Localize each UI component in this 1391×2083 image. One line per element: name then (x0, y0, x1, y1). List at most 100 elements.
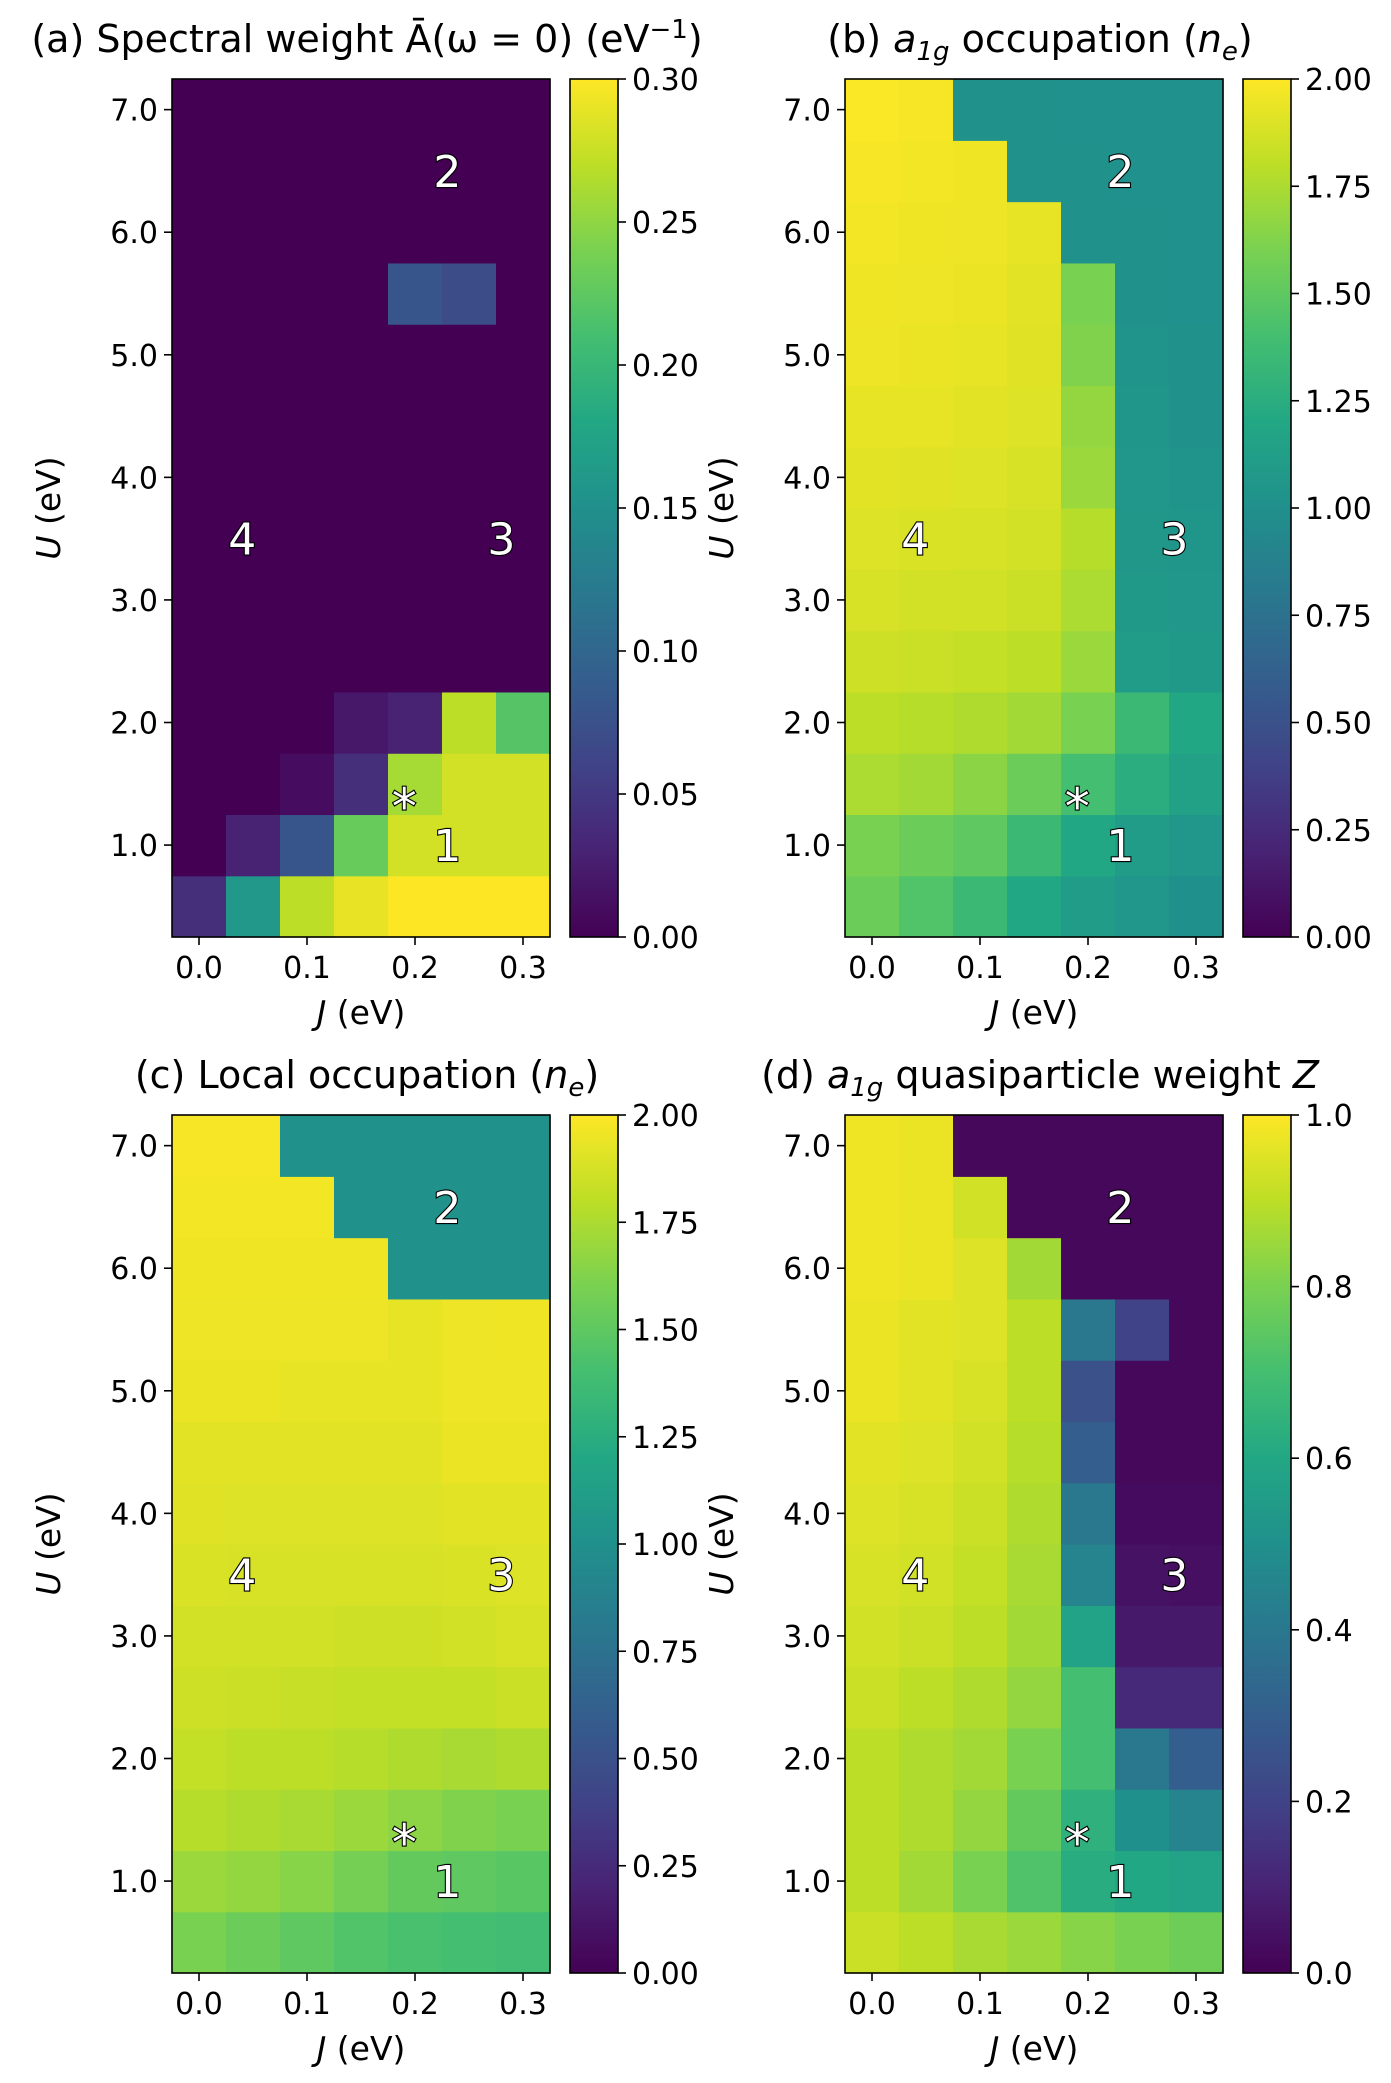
heatmap-cell (845, 875, 900, 938)
heatmap-cell (1061, 446, 1116, 509)
heatmap-cell (496, 385, 551, 448)
heatmap-cell (953, 569, 1008, 632)
heatmap-cell (899, 1360, 954, 1423)
y-tick-label: 5.0 (110, 1375, 158, 1410)
heatmap-cell (1007, 1789, 1062, 1852)
heatmap-cell (496, 201, 551, 264)
heatmap-cell (953, 1421, 1008, 1484)
heatmap-cell (1061, 1789, 1116, 1852)
heatmap-cell (845, 814, 900, 877)
heatmap-cell (172, 324, 227, 387)
heatmap-cell (172, 1421, 227, 1484)
heatmap-cell (442, 1482, 497, 1545)
panel-a: 1 2 3 4 * 0.0 0.1 0.2 0.3 1.0 2.0 3.0 4.0 5.0 6.0 7.0 J … (29, 15, 703, 1032)
heatmap-cell (334, 1237, 389, 1300)
heatmap-cell (334, 569, 389, 632)
heatmap-cell (442, 1605, 497, 1668)
heatmap-cell (1115, 1605, 1170, 1668)
heatmap-cell (953, 1482, 1008, 1545)
heatmap-cell (334, 1850, 389, 1913)
heatmap-cell (388, 814, 443, 877)
heatmap-cell (388, 385, 443, 448)
heatmap-cell (334, 262, 389, 325)
heatmap-cell (953, 753, 1008, 816)
heatmap-cell (334, 79, 389, 141)
marker-star: * (392, 1814, 417, 1872)
y-tick-label: 6.0 (110, 1252, 158, 1287)
heatmap-cell (388, 569, 443, 632)
heatmap-cell (899, 1789, 954, 1852)
heatmap-cell (1007, 1360, 1062, 1423)
heatmap-cell (845, 569, 900, 632)
heatmap-cell (845, 1544, 900, 1606)
heatmap-cell (1115, 1360, 1170, 1423)
heatmap-cell (1169, 1544, 1224, 1606)
y-tick-label: 4.0 (110, 1497, 158, 1532)
plot-frame (844, 78, 1224, 938)
heatmap-cell (334, 1666, 389, 1729)
heatmap-cell (442, 1666, 497, 1729)
y-tick-label: 1.0 (110, 829, 158, 864)
heatmap-cell (845, 262, 900, 325)
heatmap-cell (1061, 1360, 1116, 1423)
heatmap-cell (388, 1421, 443, 1484)
y-tick-label: 2.0 (110, 707, 158, 742)
heatmap-cell (1169, 1789, 1224, 1852)
y-tick-label: 7.0 (110, 94, 158, 129)
heatmap-cell (1061, 630, 1116, 693)
heatmap-cell (280, 1911, 335, 1974)
heatmap-cell (899, 630, 954, 693)
heatmap-cell (1169, 1482, 1224, 1545)
y-tick-label: 6.0 (110, 216, 158, 251)
heatmap-cell (172, 1789, 227, 1852)
heatmap-cell (1115, 1544, 1170, 1606)
heatmap-cell (496, 446, 551, 509)
heatmap-cell (845, 201, 900, 264)
heatmap-cell (280, 508, 335, 570)
heatmap-cell (1115, 1421, 1170, 1484)
region-label-3: 3 (487, 515, 515, 566)
heatmap-cell (172, 875, 227, 938)
heatmap-cell (953, 1176, 1008, 1239)
heatmap-cell (1061, 1482, 1116, 1545)
colorbar-tick-label: 0.75 (632, 1635, 699, 1670)
heatmap-cell (442, 1544, 497, 1606)
heatmap-cell (1007, 79, 1062, 141)
chart-title: (b) a1g occupation (ne) (827, 17, 1252, 67)
heatmap-cell (953, 1911, 1008, 1974)
heatmap-cells (845, 79, 1224, 938)
heatmap-cell (226, 508, 281, 570)
heatmap-cell (172, 753, 227, 816)
heatmap-cell (226, 1298, 281, 1361)
heatmap-cell (1115, 446, 1170, 509)
heatmap-cells (172, 1115, 551, 1974)
heatmap-cell (1115, 1789, 1170, 1852)
heatmap-cell (953, 324, 1008, 387)
heatmap-cell (496, 1482, 551, 1545)
heatmap-cell (1115, 1850, 1170, 1913)
heatmap-cell (334, 1605, 389, 1668)
heatmap-cell (1115, 324, 1170, 387)
heatmap-cell (1169, 753, 1224, 816)
heatmap-cell (388, 324, 443, 387)
heatmap-cell (388, 262, 443, 325)
heatmap-cell (953, 1727, 1008, 1790)
heatmap-cell (226, 753, 281, 816)
heatmap-cell (1115, 875, 1170, 938)
heatmap-cell (845, 1360, 900, 1423)
y-tick-label: 4.0 (783, 1497, 831, 1532)
heatmap-cell (388, 1176, 443, 1239)
x-tick-label: 0.2 (1064, 1987, 1112, 2022)
heatmap-cell (280, 1421, 335, 1484)
heatmap-cell (1061, 1850, 1116, 1913)
heatmap-cell (442, 1421, 497, 1484)
heatmap-cell (845, 1298, 900, 1361)
heatmap-cell (280, 262, 335, 325)
heatmap-cell (442, 875, 497, 938)
heatmap-cell (1061, 1544, 1116, 1606)
heatmap-cell (845, 140, 900, 203)
heatmap-cell (280, 1789, 335, 1852)
colorbar-tick-label: 0.00 (1305, 921, 1372, 956)
heatmap-cell (1007, 446, 1062, 509)
heatmap-cell (496, 324, 551, 387)
